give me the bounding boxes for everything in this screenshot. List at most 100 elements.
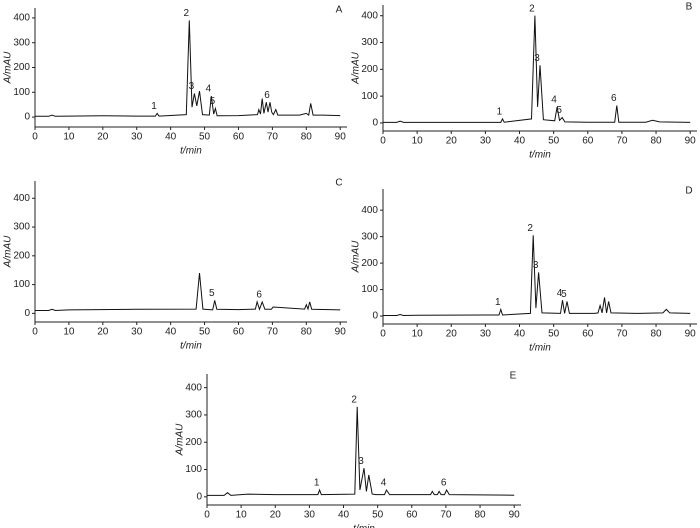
x-tick-label: 60 [233,327,245,338]
y-tick-label: 300 [13,222,30,233]
peak-label: 2 [184,8,190,19]
peak-label: 6 [264,90,270,101]
peak-label: 6 [256,289,262,300]
x-tick-label: 10 [236,510,248,521]
y-tick-label: 400 [13,13,30,24]
axis-line [34,181,347,323]
x-tick-label: 80 [301,132,313,143]
y-tick-label: 100 [13,279,30,290]
peak-label: 2 [527,223,533,234]
y-tick-label: 400 [185,382,202,393]
x-tick-label: 70 [440,510,452,521]
peak-label: 1 [497,107,503,118]
y-tick-label: 200 [361,258,378,269]
x-tick-label: 0 [204,510,210,521]
panel-label: A [336,5,343,16]
x-tick-label: 20 [97,132,109,143]
y-tick-label: 400 [13,193,30,204]
peak-label: 5 [561,289,567,300]
x-tick-label: 40 [165,327,177,338]
peak-label: 3 [358,456,364,467]
x-tick-label: 80 [301,327,313,338]
x-tick-label: 80 [650,136,662,147]
y-tick-label: 300 [185,410,202,421]
y-tick-label: 0 [196,491,202,502]
x-tick-label: 60 [582,329,594,340]
y-tick-label: 200 [185,437,202,448]
peak-label: 1 [151,101,157,112]
x-tick-label: 0 [380,136,386,147]
y-tick-label: 200 [13,250,30,261]
x-axis-label: t/min [353,524,375,528]
y-tick-label: 0 [24,112,30,123]
x-tick-label: 30 [480,136,492,147]
panel-label: C [335,178,342,189]
x-tick-label: 70 [616,329,628,340]
y-tick-label: 200 [361,64,378,75]
x-tick-label: 70 [267,327,279,338]
peak-label: 4 [381,478,387,489]
peak-label: 3 [534,53,540,64]
x-tick-label: 20 [270,510,282,521]
peak-label: 5 [556,105,562,116]
y-tick-label: 0 [372,118,378,129]
x-tick-label: 10 [63,327,75,338]
y-tick-label: 400 [361,10,378,21]
x-tick-label: 80 [474,510,486,521]
peak-label: 4 [206,84,212,95]
chromatogram-line [383,235,691,317]
peak-label: 5 [209,288,215,299]
chromatogram-line [383,15,691,123]
y-tick-label: 0 [372,311,378,322]
y-tick-label: 300 [361,231,378,242]
x-tick-label: 20 [446,136,458,147]
x-tick-label: 40 [514,329,526,340]
x-tick-label: 70 [267,132,279,143]
x-axis-label: t/min [180,146,202,157]
peak-label: 4 [551,95,557,106]
peak-label: 6 [611,93,617,104]
x-tick-label: 70 [616,136,628,147]
x-tick-label: 20 [97,327,109,338]
peak-label: 1 [314,478,320,489]
axis-line [382,189,697,325]
x-axis-label: t/min [529,150,551,161]
y-tick-label: 200 [13,62,30,73]
peak-label: 3 [533,260,539,271]
x-axis-label: t/min [180,341,202,352]
x-tick-label: 40 [514,136,526,147]
x-tick-label: 50 [372,510,384,521]
y-tick-label: 0 [24,308,30,319]
y-tick-label: 100 [361,91,378,102]
x-tick-label: 90 [685,329,697,340]
y-tick-label: 400 [361,205,378,216]
x-tick-label: 20 [446,329,458,340]
peak-label: 1 [495,297,501,308]
y-tick-label: 100 [361,284,378,295]
panel-label: D [685,186,692,197]
peak-label: 2 [529,3,535,14]
x-tick-label: 90 [685,136,697,147]
x-tick-label: 60 [233,132,245,143]
x-tick-label: 90 [335,132,347,143]
x-tick-label: 90 [509,510,521,521]
peak-label: 3 [189,81,195,92]
x-tick-label: 90 [335,327,347,338]
x-tick-label: 30 [304,510,316,521]
x-tick-label: 60 [406,510,418,521]
x-tick-label: 40 [338,510,350,521]
chromatogram-line [35,20,341,117]
y-tick-label: 300 [361,37,378,48]
x-tick-label: 10 [412,329,424,340]
y-axis-label: A/mAU [351,240,362,273]
y-axis-label: A/mAU [351,51,362,84]
x-tick-label: 0 [32,327,38,338]
x-axis-label: t/min [529,343,551,354]
peak-label: 2 [351,394,357,405]
x-tick-label: 60 [582,136,594,147]
x-tick-label: 50 [199,132,211,143]
panel-label: B [686,2,693,13]
y-axis-label: A/mAU [3,235,14,268]
x-tick-label: 30 [131,132,143,143]
